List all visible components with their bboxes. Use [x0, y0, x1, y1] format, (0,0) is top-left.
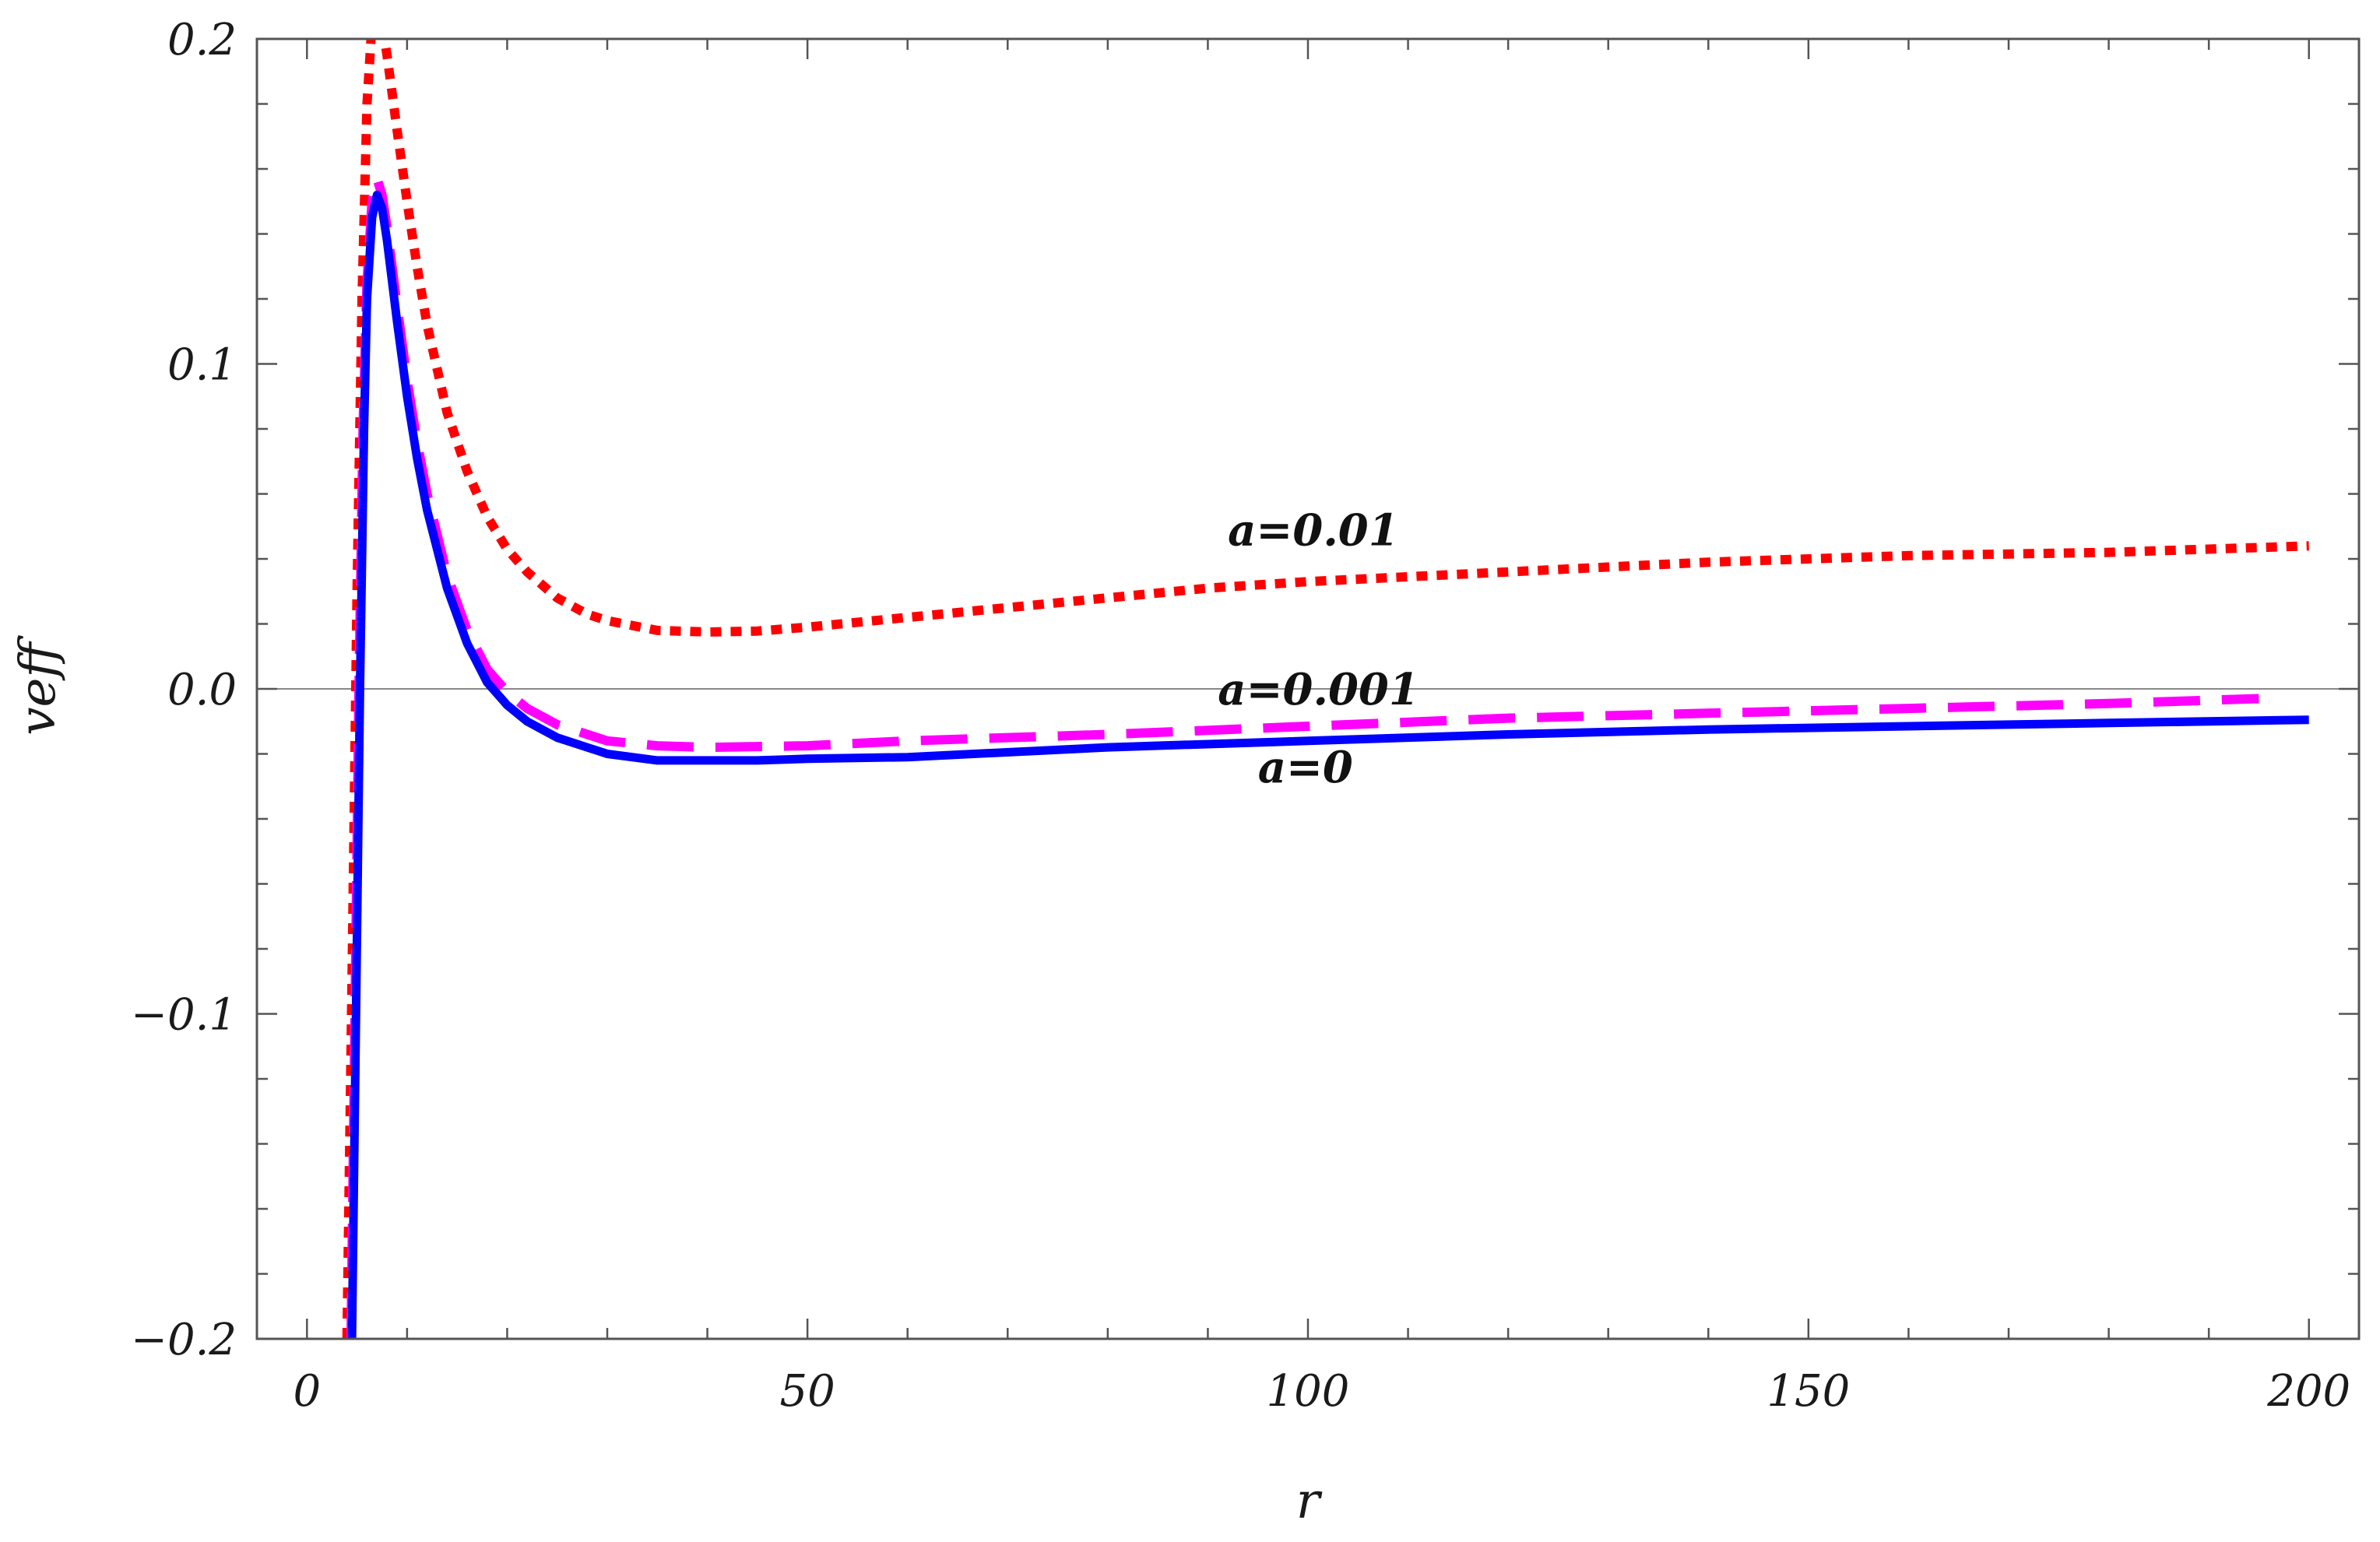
series-layer: [342, 39, 2309, 1339]
y-axis-label: veff: [9, 635, 67, 736]
x-axis-label: r: [1296, 1473, 1323, 1530]
y-tick-label: 0.2: [167, 15, 237, 65]
ticks-layer: [257, 37, 2359, 1340]
y-tick-label: −0.1: [131, 990, 237, 1041]
y-tick-label: 0.1: [167, 340, 237, 391]
plot-frame: [255, 37, 2361, 1340]
labels-layer: 0 50 100 150 200 −0.2 −0.1 0.0 0.1 0.2 a=0.01 a=0.0…: [131, 15, 2350, 1417]
series-line-a-0: [347, 190, 2309, 1339]
x-tick-label: 150: [1767, 1366, 1850, 1417]
y-tick-label: 0.0: [167, 665, 237, 715]
series-label: a=0.01: [1228, 504, 1399, 556]
x-tick-label: 0: [293, 1366, 321, 1417]
x-tick-label: 50: [780, 1366, 835, 1417]
y-tick-label: −0.2: [131, 1315, 237, 1365]
x-tick-label: 200: [2266, 1366, 2350, 1417]
series-label: a=0.001: [1218, 664, 1419, 715]
x-tick-label: 100: [1267, 1366, 1350, 1417]
series-label: a=0: [1258, 742, 1353, 793]
series-line-a-0-01: [342, 39, 2309, 1339]
